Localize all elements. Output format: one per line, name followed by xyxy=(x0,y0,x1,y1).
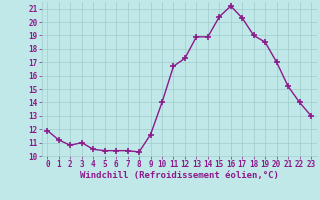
X-axis label: Windchill (Refroidissement éolien,°C): Windchill (Refroidissement éolien,°C) xyxy=(80,171,279,180)
